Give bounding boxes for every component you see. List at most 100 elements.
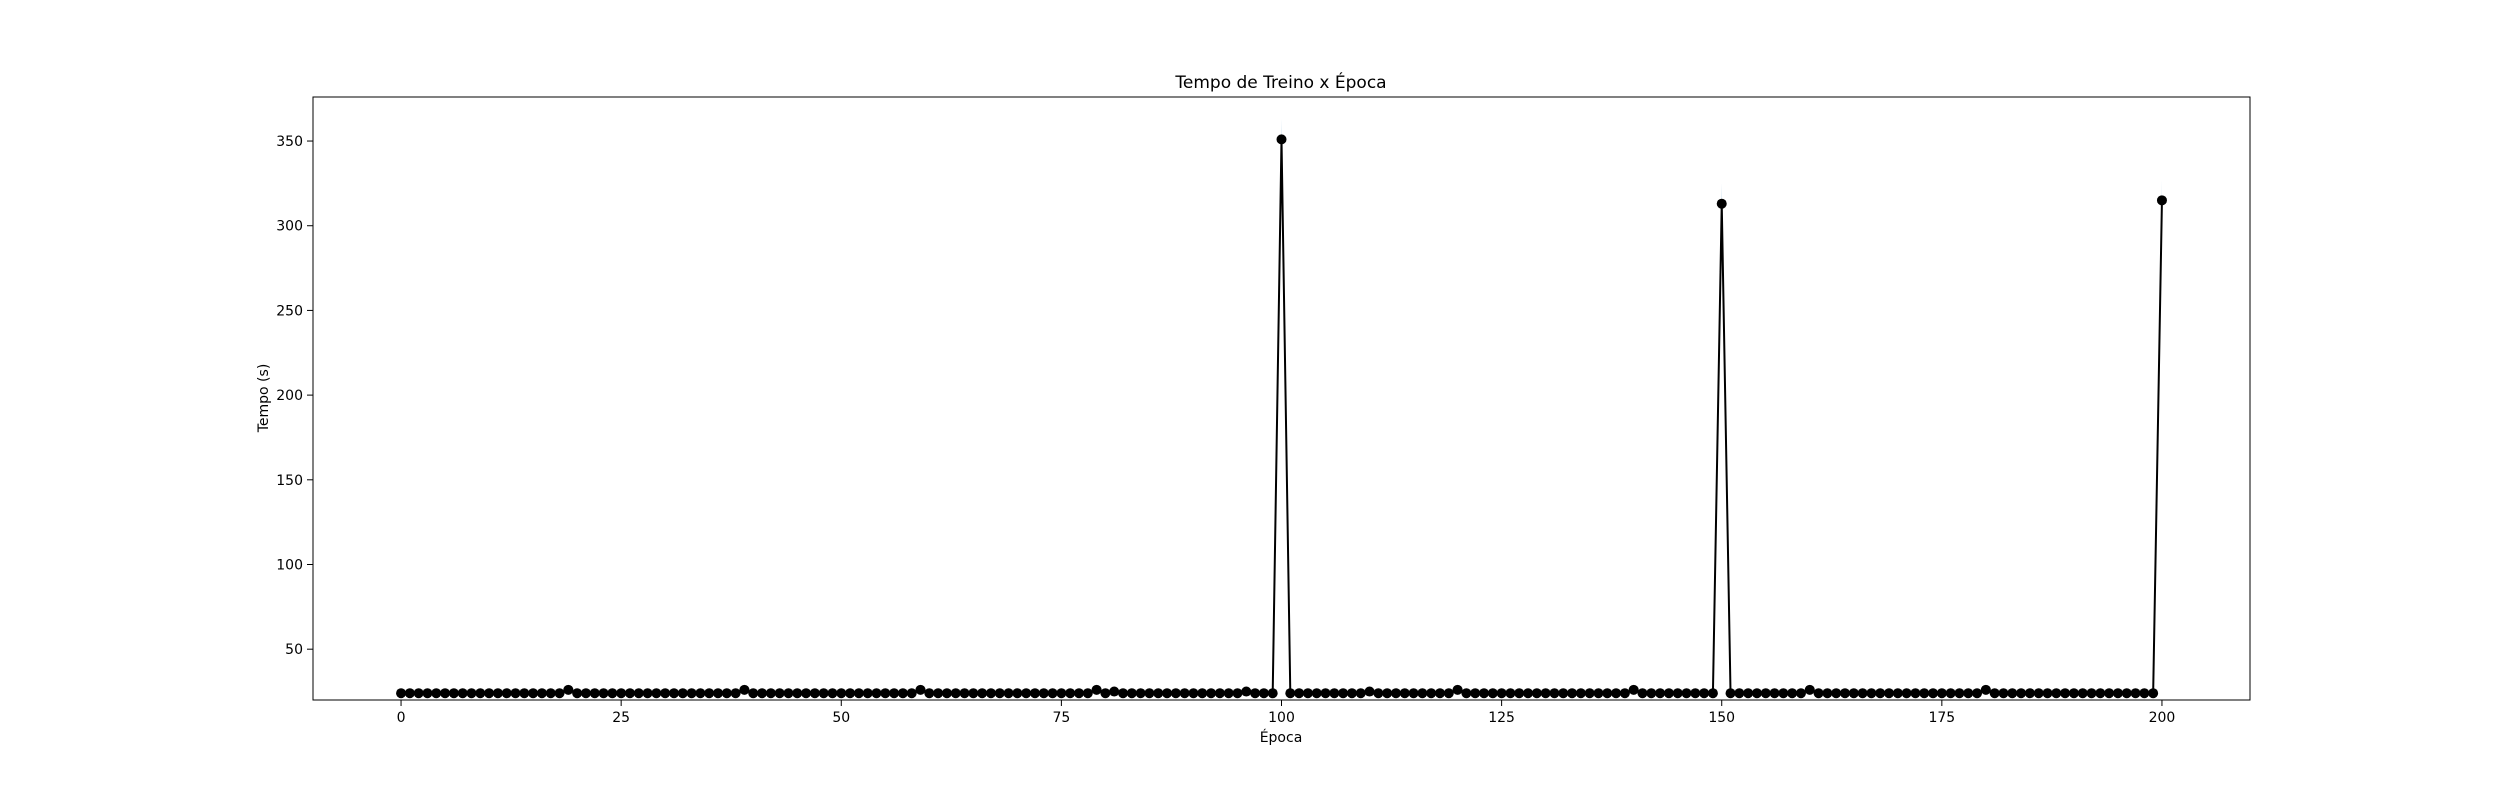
- data-point: [2121, 688, 2132, 699]
- data-point: [713, 688, 724, 699]
- data-point: [1258, 688, 1269, 699]
- data-point: [1505, 688, 1516, 699]
- data-point: [2068, 688, 2079, 699]
- data-point: [633, 688, 644, 699]
- data-point: [2007, 688, 2018, 699]
- data-point: [941, 688, 952, 699]
- data-point: [2148, 688, 2159, 699]
- data-point: [1998, 688, 2009, 699]
- data-point: [440, 688, 451, 699]
- data-point: [2112, 688, 2123, 699]
- data-point: [589, 688, 600, 699]
- y-tick-label: 150: [276, 473, 303, 489]
- data-point: [2139, 688, 2150, 699]
- x-tick-label: 0: [397, 710, 406, 726]
- data-point: [1804, 684, 1815, 695]
- data-point: [2033, 688, 2044, 699]
- data-point: [686, 688, 697, 699]
- data-point: [607, 688, 618, 699]
- data-point: [853, 688, 864, 699]
- data-point: [950, 688, 961, 699]
- data-point: [1214, 688, 1225, 699]
- data-point: [1250, 688, 1261, 699]
- data-point: [1963, 688, 1974, 699]
- marker-layer: [396, 134, 2167, 699]
- data-point: [1294, 688, 1305, 699]
- data-point: [484, 688, 495, 699]
- data-point: [1743, 688, 1754, 699]
- data-point: [642, 688, 653, 699]
- data-point: [1919, 688, 1930, 699]
- data-point: [1470, 688, 1481, 699]
- data-point: [968, 688, 979, 699]
- data-point: [827, 688, 838, 699]
- data-point: [1584, 688, 1595, 699]
- data-point: [1487, 688, 1498, 699]
- data-point: [1311, 688, 1322, 699]
- data-point: [1681, 688, 1692, 699]
- data-point: [1056, 688, 1067, 699]
- data-point: [1065, 688, 1076, 699]
- data-point: [1338, 688, 1349, 699]
- y-tick-label: 100: [276, 557, 303, 573]
- data-point: [1012, 688, 1023, 699]
- data-point: [545, 688, 556, 699]
- y-tick-label: 250: [276, 303, 303, 319]
- x-tick-label: 200: [2149, 710, 2176, 726]
- data-point: [431, 688, 442, 699]
- x-tick-label: 25: [612, 710, 630, 726]
- data-point: [1390, 688, 1401, 699]
- data-point: [757, 688, 768, 699]
- data-point: [1135, 688, 1146, 699]
- data-point: [695, 688, 706, 699]
- data-point: [448, 688, 459, 699]
- data-point: [924, 688, 935, 699]
- data-point: [501, 688, 512, 699]
- data-point: [572, 688, 583, 699]
- data-point: [818, 688, 829, 699]
- data-point: [1355, 688, 1366, 699]
- data-point: [1285, 688, 1296, 699]
- data-point: [871, 688, 882, 699]
- data-point: [598, 688, 609, 699]
- data-point: [1672, 688, 1683, 699]
- data-point: [651, 688, 662, 699]
- data-point: [1100, 688, 1111, 699]
- data-point: [1531, 688, 1542, 699]
- data-point: [2024, 688, 2035, 699]
- data-point: [1549, 688, 1560, 699]
- data-point: [1109, 686, 1120, 697]
- data-point: [1452, 684, 1463, 695]
- data-point: [1364, 686, 1375, 697]
- data-point: [660, 688, 671, 699]
- data-point: [1972, 688, 1983, 699]
- data-point: [1126, 688, 1137, 699]
- data-point: [1611, 688, 1622, 699]
- data-point: [1813, 688, 1824, 699]
- data-point: [1144, 688, 1155, 699]
- x-tick-label: 175: [1928, 710, 1955, 726]
- data-point: [1822, 688, 1833, 699]
- data-point: [1655, 688, 1666, 699]
- data-point: [1875, 688, 1886, 699]
- data-point: [2156, 195, 2167, 206]
- data-point: [1346, 688, 1357, 699]
- data-point: [1795, 688, 1806, 699]
- data-point: [862, 688, 873, 699]
- data-point: [1162, 688, 1173, 699]
- data-point: [2042, 688, 2053, 699]
- data-point: [783, 688, 794, 699]
- data-point: [1751, 688, 1762, 699]
- data-point: [1980, 684, 1991, 695]
- data-point: [519, 688, 530, 699]
- data-point: [1443, 688, 1454, 699]
- data-point: [1945, 688, 1956, 699]
- y-tick-label: 200: [276, 388, 303, 404]
- data-point: [1320, 688, 1331, 699]
- data-point: [721, 688, 732, 699]
- x-tick-label: 50: [832, 710, 850, 726]
- x-axis-label: Época: [1260, 729, 1303, 746]
- data-point: [1848, 688, 1859, 699]
- data-point: [1329, 688, 1340, 699]
